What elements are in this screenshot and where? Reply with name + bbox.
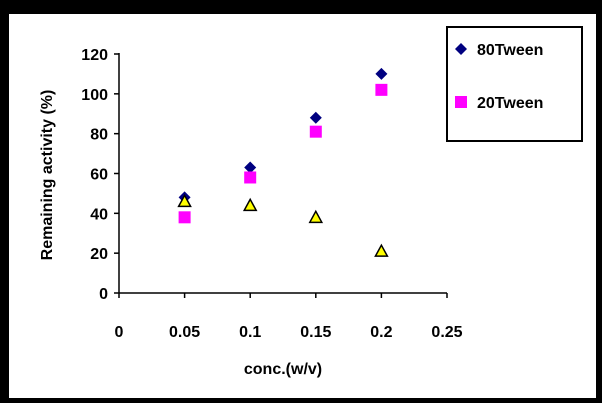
data-point-triangle	[308, 209, 324, 224]
data-point-square	[244, 171, 257, 184]
x-tick-label: 0.2	[370, 324, 392, 341]
x-tick-label: 0	[115, 324, 124, 341]
data-point-diamond	[244, 161, 257, 174]
data-point-square	[178, 211, 191, 224]
data-point-square	[309, 125, 322, 138]
x-axis-title: conc.(w/v)	[244, 361, 322, 378]
y-tick-label: 60	[90, 167, 108, 184]
y-tick-label: 20	[90, 246, 108, 263]
data-point-diamond	[375, 67, 388, 80]
data-point-triangle	[177, 193, 192, 208]
x-tick-label: 0.25	[431, 324, 462, 341]
legend-marker-diamond	[455, 43, 467, 55]
data-point-triangle	[374, 243, 389, 257]
legend: 80Tween 20Tween	[446, 26, 583, 142]
data-point-diamond	[309, 111, 322, 124]
legend-label: 20Tween	[477, 95, 543, 112]
y-tick-label: 80	[90, 127, 108, 144]
legend-marker-square	[455, 96, 467, 108]
data-point-square	[375, 83, 388, 96]
legend-label: 80Tween	[477, 42, 543, 59]
x-tick-label: 0.15	[300, 324, 331, 341]
y-axis-title: Remaining activity (%)	[39, 90, 56, 261]
legend-box	[446, 26, 583, 142]
data-point-triangle	[242, 197, 258, 212]
x-tick-label: 0.1	[239, 324, 261, 341]
y-tick-label: 40	[90, 206, 108, 223]
y-tick-label: 0	[99, 286, 108, 303]
y-tick-label: 120	[81, 47, 108, 64]
y-tick-label: 100	[81, 87, 108, 104]
plot-area: 0 20 40 60 80 100 120 0 0.05 0.1 0.15 0.2 0.25	[81, 47, 462, 341]
x-tick-label: 0.05	[169, 324, 200, 341]
